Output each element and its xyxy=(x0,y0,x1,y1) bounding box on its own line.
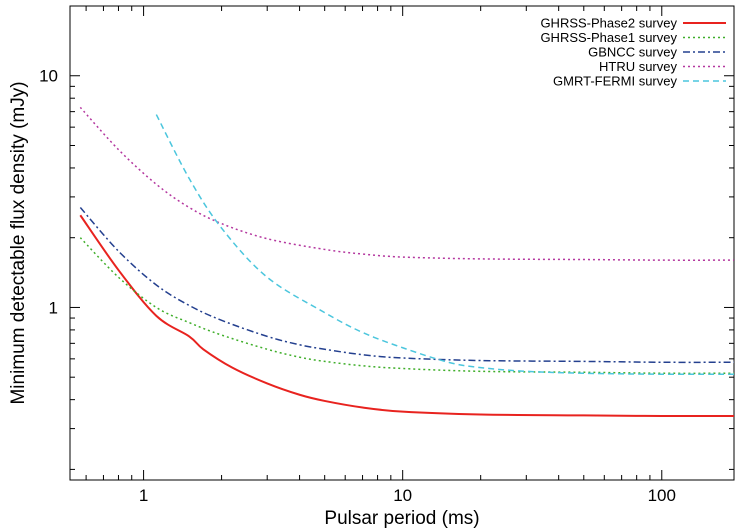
y-axis-title: Minimum detectable flux density (mJy) xyxy=(8,81,29,404)
legend-label: GBNCC survey xyxy=(588,45,677,60)
legend-label: HTRU survey xyxy=(599,59,678,74)
axis-ticks: 1 10 100 1 10 xyxy=(39,5,734,505)
legend-label: GMRT-FERMI survey xyxy=(553,74,677,89)
y-tick-label: 1 xyxy=(49,298,58,317)
legend-label: GHRSS-Phase1 survey xyxy=(540,30,677,45)
series-line xyxy=(79,237,735,375)
series-lines xyxy=(79,106,735,418)
legend-label: GHRSS-Phase2 survey xyxy=(540,16,677,31)
series-line xyxy=(155,114,735,376)
plot-frame xyxy=(69,5,735,481)
y-tick-label: 10 xyxy=(39,67,58,86)
x-tick-label: 100 xyxy=(648,486,676,505)
x-tick-label: 1 xyxy=(139,486,148,505)
series-line xyxy=(79,214,735,418)
x-axis-title: Pulsar period (ms) xyxy=(324,508,479,529)
x-tick-label: 10 xyxy=(393,486,412,505)
series-line xyxy=(79,106,735,261)
series-line xyxy=(79,207,735,364)
